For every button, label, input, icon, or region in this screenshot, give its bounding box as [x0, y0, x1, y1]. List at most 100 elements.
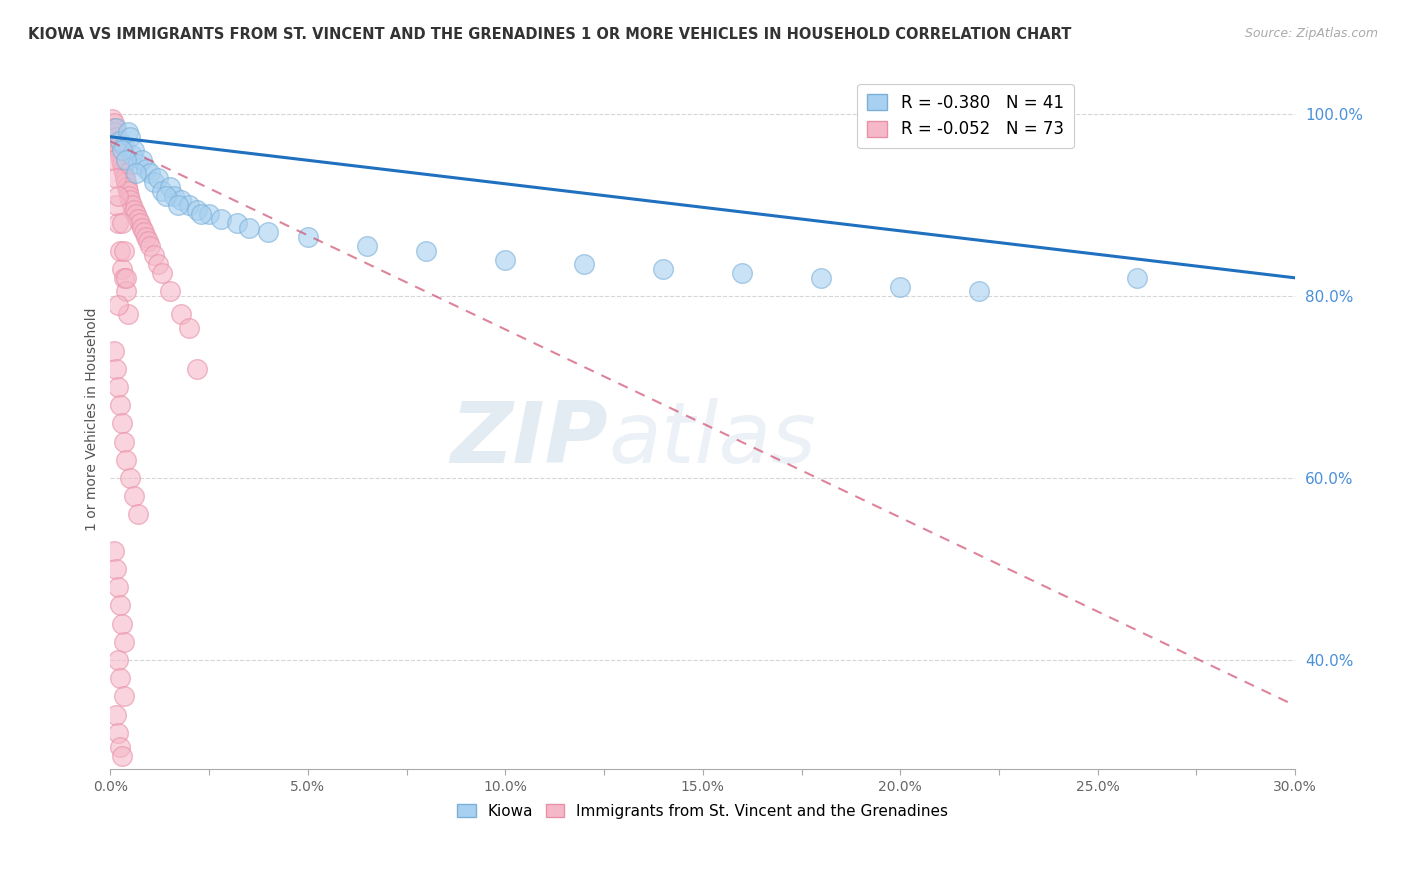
Point: [162, 189, 184, 203]
Point: [121, 198, 143, 212]
Point: [125, 166, 148, 180]
Point: [107, 298, 129, 312]
Point: [127, 211, 149, 226]
Point: [117, 185, 139, 199]
Point: [105, 707, 128, 722]
Point: [122, 202, 145, 217]
Y-axis label: 1 or more Vehicles in Household: 1 or more Vehicles in Household: [86, 307, 100, 531]
Point: [139, 239, 162, 253]
Point: [111, 417, 134, 431]
Point: [574, 257, 596, 271]
Point: [209, 211, 232, 226]
Point: [120, 194, 142, 208]
Point: [107, 134, 129, 148]
Point: [159, 285, 181, 299]
Point: [132, 225, 155, 239]
Point: [105, 170, 128, 185]
Point: [139, 166, 162, 180]
Point: [114, 170, 136, 185]
Point: [415, 244, 437, 258]
Point: [127, 508, 149, 522]
Point: [107, 189, 129, 203]
Point: [110, 739, 132, 754]
Text: atlas: atlas: [607, 399, 815, 482]
Point: [101, 112, 124, 126]
Point: [115, 179, 138, 194]
Point: [142, 175, 165, 189]
Point: [170, 307, 193, 321]
Point: [107, 139, 129, 153]
Point: [108, 144, 131, 158]
Point: [129, 216, 152, 230]
Point: [179, 321, 201, 335]
Point: [127, 157, 149, 171]
Point: [115, 453, 138, 467]
Point: [115, 175, 138, 189]
Point: [111, 144, 134, 158]
Point: [117, 125, 139, 139]
Point: [105, 120, 128, 135]
Point: [120, 129, 142, 144]
Point: [103, 120, 125, 135]
Point: [110, 153, 132, 167]
Point: [356, 239, 378, 253]
Point: [257, 225, 280, 239]
Point: [1126, 270, 1149, 285]
Point: [159, 179, 181, 194]
Point: [103, 544, 125, 558]
Point: [225, 216, 247, 230]
Point: [105, 129, 128, 144]
Point: [107, 216, 129, 230]
Point: [810, 270, 832, 285]
Point: [125, 207, 148, 221]
Point: [494, 252, 516, 267]
Point: [103, 343, 125, 358]
Point: [107, 726, 129, 740]
Point: [107, 580, 129, 594]
Point: [112, 635, 135, 649]
Point: [104, 125, 127, 139]
Point: [120, 471, 142, 485]
Point: [112, 161, 135, 176]
Point: [111, 616, 134, 631]
Point: [115, 285, 138, 299]
Point: [112, 690, 135, 704]
Point: [155, 189, 177, 203]
Point: [115, 270, 138, 285]
Point: [110, 244, 132, 258]
Point: [889, 280, 911, 294]
Point: [131, 220, 153, 235]
Point: [146, 257, 169, 271]
Point: [111, 261, 134, 276]
Point: [105, 362, 128, 376]
Point: [297, 230, 319, 244]
Point: [731, 266, 754, 280]
Point: [111, 748, 134, 763]
Point: [131, 153, 153, 167]
Point: [118, 189, 141, 203]
Point: [166, 198, 188, 212]
Point: [107, 653, 129, 667]
Point: [135, 230, 157, 244]
Point: [110, 671, 132, 685]
Point: [652, 261, 675, 276]
Point: [967, 285, 990, 299]
Point: [110, 134, 132, 148]
Point: [190, 207, 212, 221]
Point: [112, 270, 135, 285]
Text: Source: ZipAtlas.com: Source: ZipAtlas.com: [1244, 27, 1378, 40]
Point: [238, 220, 260, 235]
Text: KIOWA VS IMMIGRANTS FROM ST. VINCENT AND THE GRENADINES 1 OR MORE VEHICLES IN HO: KIOWA VS IMMIGRANTS FROM ST. VINCENT AND…: [28, 27, 1071, 42]
Point: [105, 562, 128, 576]
Point: [112, 139, 135, 153]
Point: [179, 198, 201, 212]
Point: [150, 266, 173, 280]
Point: [115, 153, 138, 167]
Point: [103, 153, 125, 167]
Point: [112, 244, 135, 258]
Point: [111, 157, 134, 171]
Point: [110, 148, 132, 162]
Point: [122, 144, 145, 158]
Point: [198, 207, 221, 221]
Point: [112, 434, 135, 449]
